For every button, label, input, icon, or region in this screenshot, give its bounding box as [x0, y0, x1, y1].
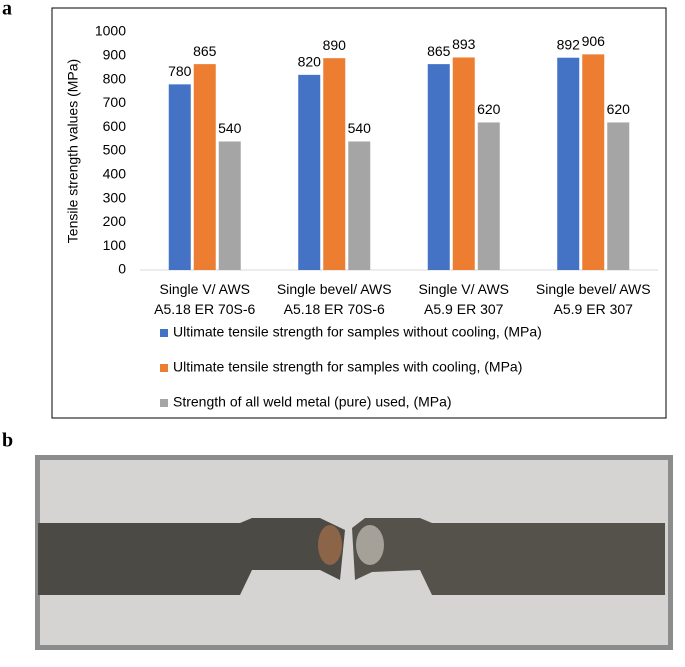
y-tick-label: 800: [103, 70, 127, 86]
value-label: 820: [298, 54, 322, 70]
x-tick-label: Single V/ AWS A5.9 ER 307: [418, 281, 509, 317]
value-label: 540: [348, 120, 372, 136]
y-tick-label: 0: [118, 261, 126, 277]
value-label: 780: [168, 63, 192, 79]
value-label: 865: [427, 43, 451, 59]
chart-frame: [51, 7, 667, 419]
y-tick-label: 500: [103, 142, 127, 158]
value-label: 892: [557, 36, 581, 52]
value-label: 890: [323, 37, 347, 53]
weld-zone: [318, 525, 342, 565]
value-label: 893: [452, 36, 476, 52]
bar: [557, 57, 580, 271]
bar: [323, 58, 346, 271]
y-axis-label: Tensile strength values (MPa): [65, 59, 81, 243]
bar: [477, 122, 500, 270]
legend-marker: [160, 364, 168, 372]
y-tick-label: 900: [103, 47, 127, 63]
y-tick-label: 600: [103, 118, 127, 134]
panel-label: a: [2, 0, 12, 20]
bar: [218, 141, 241, 270]
bar: [452, 57, 475, 270]
legend-label: Ultimate tensile strength for samples wi…: [173, 324, 542, 340]
value-label: 906: [582, 33, 606, 49]
y-tick-label: 200: [103, 213, 127, 229]
specimen-photo: [35, 455, 673, 650]
bar: [348, 141, 371, 270]
bar: [427, 64, 450, 270]
bar: [298, 74, 321, 270]
weld-zone: [356, 525, 384, 565]
panel-label: b: [2, 430, 13, 452]
value-label: 620: [477, 101, 501, 117]
y-tick-label: 300: [103, 189, 127, 205]
x-tick-label: Single bevel/ AWS A5.18 ER 70S-6: [277, 281, 392, 317]
value-label: 620: [607, 101, 631, 117]
bar: [193, 64, 216, 270]
specimen-left: [38, 518, 345, 595]
bar: [582, 54, 605, 270]
value-label: 540: [218, 120, 242, 136]
y-tick-label: 100: [103, 237, 127, 253]
bar: [168, 84, 191, 270]
legend-marker: [160, 329, 168, 337]
y-tick-label: 400: [103, 166, 127, 182]
x-tick-label: Single bevel/ AWS A5.9 ER 307: [536, 281, 651, 317]
specimen-right: [352, 518, 665, 595]
legend-marker: [160, 399, 168, 407]
x-tick-label: Single V/ AWS A5.18 ER 70S-6: [154, 281, 255, 317]
y-tick-label: 700: [103, 94, 127, 110]
value-label: 865: [193, 43, 217, 59]
legend-label: Ultimate tensile strength for samples wi…: [173, 359, 522, 375]
legend-label: Strength of all weld metal (pure) used, …: [173, 394, 452, 410]
y-tick-label: 1000: [95, 23, 126, 39]
bar: [607, 122, 630, 270]
